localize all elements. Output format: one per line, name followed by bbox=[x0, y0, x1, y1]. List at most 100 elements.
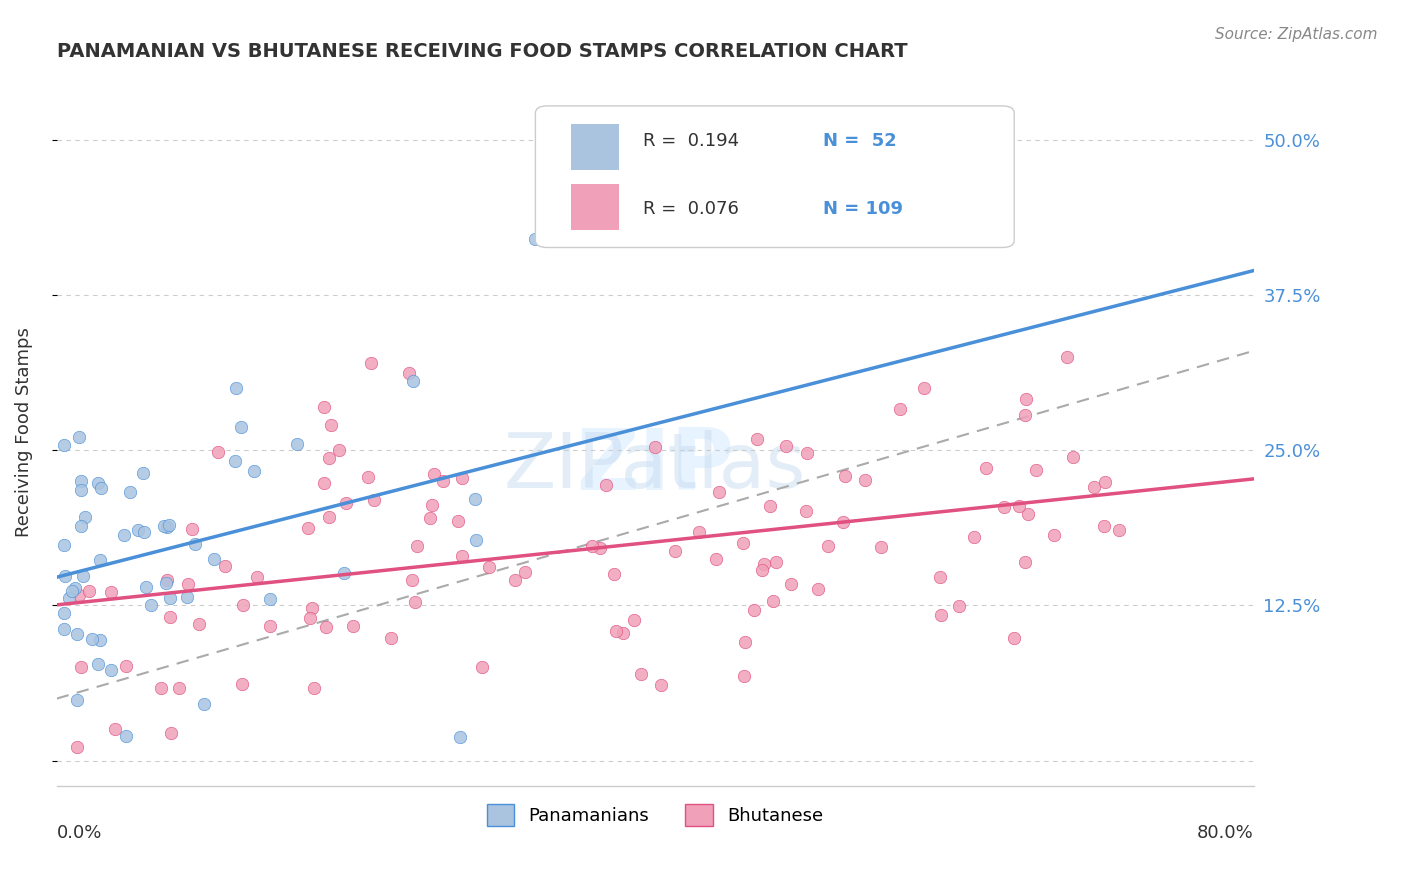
Panamanians bbox=[87, 475, 110, 490]
Bhutanese bbox=[100, 585, 122, 599]
Bhutanese bbox=[974, 460, 997, 475]
Bhutanese bbox=[380, 632, 402, 646]
Panamanians bbox=[141, 598, 163, 612]
Bhutanese bbox=[301, 601, 323, 615]
Bhutanese bbox=[589, 541, 612, 555]
Text: 0.0%: 0.0% bbox=[56, 824, 103, 842]
Bhutanese bbox=[149, 681, 172, 695]
Bhutanese bbox=[503, 573, 526, 587]
Bhutanese bbox=[1008, 499, 1031, 513]
Panamanians bbox=[449, 730, 471, 744]
Bhutanese bbox=[447, 514, 470, 528]
Bhutanese bbox=[169, 681, 191, 695]
Bhutanese bbox=[963, 530, 986, 544]
Bhutanese bbox=[733, 536, 755, 550]
Bhutanese bbox=[312, 401, 335, 415]
Bhutanese bbox=[432, 474, 454, 488]
Bhutanese bbox=[650, 678, 672, 692]
Bhutanese bbox=[630, 667, 652, 681]
Bhutanese bbox=[159, 610, 181, 624]
Bhutanese bbox=[644, 440, 666, 454]
Panamanians bbox=[53, 438, 76, 452]
Bhutanese bbox=[451, 471, 474, 485]
Panamanians bbox=[155, 576, 177, 591]
Bhutanese bbox=[298, 611, 321, 625]
Bhutanese bbox=[401, 573, 423, 587]
Panamanians bbox=[53, 538, 76, 552]
Bhutanese bbox=[707, 485, 730, 500]
Panamanians bbox=[243, 464, 266, 478]
Panamanians bbox=[259, 591, 281, 606]
Bhutanese bbox=[742, 603, 765, 617]
Bhutanese bbox=[733, 669, 755, 683]
Bhutanese bbox=[187, 617, 209, 632]
Bhutanese bbox=[315, 620, 337, 634]
Bhutanese bbox=[1062, 450, 1084, 465]
Bhutanese bbox=[605, 624, 627, 638]
Bhutanese bbox=[335, 496, 357, 510]
Text: N = 109: N = 109 bbox=[823, 200, 903, 218]
Panamanians bbox=[69, 474, 91, 488]
Bhutanese bbox=[928, 569, 950, 583]
Bhutanese bbox=[70, 660, 93, 674]
Bhutanese bbox=[751, 563, 773, 577]
Panamanians bbox=[153, 518, 176, 533]
Bhutanese bbox=[423, 467, 446, 481]
Bar bbox=[571, 184, 619, 230]
Bhutanese bbox=[948, 599, 970, 613]
Bhutanese bbox=[302, 681, 325, 695]
Panamanians bbox=[156, 520, 179, 534]
Bhutanese bbox=[419, 510, 441, 524]
Bhutanese bbox=[1002, 631, 1025, 645]
Bhutanese bbox=[67, 588, 90, 602]
Bhutanese bbox=[319, 417, 342, 432]
Panamanians bbox=[193, 697, 215, 711]
Bhutanese bbox=[929, 608, 952, 623]
Bhutanese bbox=[1083, 480, 1105, 494]
Text: ZIPatlas: ZIPatlas bbox=[503, 430, 806, 504]
Bhutanese bbox=[1017, 508, 1039, 522]
Bhutanese bbox=[451, 549, 474, 564]
Bhutanese bbox=[207, 444, 229, 458]
Bhutanese bbox=[232, 598, 254, 612]
Text: N =  52: N = 52 bbox=[823, 132, 897, 151]
Bhutanese bbox=[312, 476, 335, 491]
Bhutanese bbox=[478, 559, 501, 574]
Bhutanese bbox=[231, 677, 253, 691]
Bhutanese bbox=[259, 618, 281, 632]
Bhutanese bbox=[734, 634, 756, 648]
Bhutanese bbox=[834, 468, 856, 483]
Panamanians bbox=[333, 566, 356, 581]
Bhutanese bbox=[765, 555, 787, 569]
Panamanians bbox=[53, 606, 76, 620]
Bhutanese bbox=[363, 493, 385, 508]
Bhutanese bbox=[1025, 463, 1047, 477]
Bhutanese bbox=[328, 443, 350, 458]
Bhutanese bbox=[775, 439, 797, 453]
Bhutanese bbox=[246, 570, 269, 584]
Bhutanese bbox=[762, 594, 785, 608]
Bhutanese bbox=[796, 446, 818, 460]
Bhutanese bbox=[853, 474, 876, 488]
Bhutanese bbox=[1056, 351, 1078, 365]
Panamanians bbox=[70, 519, 93, 533]
Panamanians bbox=[132, 467, 155, 481]
Panamanians bbox=[225, 381, 247, 395]
Text: PANAMANIAN VS BHUTANESE RECEIVING FOOD STAMPS CORRELATION CHART: PANAMANIAN VS BHUTANESE RECEIVING FOOD S… bbox=[56, 42, 907, 61]
Bhutanese bbox=[360, 356, 382, 370]
Bhutanese bbox=[704, 552, 727, 566]
Panamanians bbox=[465, 533, 488, 548]
Panamanians bbox=[135, 580, 157, 594]
Panamanians bbox=[176, 590, 198, 604]
Bhutanese bbox=[318, 510, 340, 524]
Text: R =  0.076: R = 0.076 bbox=[643, 200, 740, 218]
Panamanians bbox=[224, 454, 246, 468]
Panamanians bbox=[202, 552, 225, 566]
Bhutanese bbox=[471, 660, 494, 674]
Panamanians bbox=[100, 663, 122, 677]
Panamanians bbox=[53, 622, 76, 636]
Bhutanese bbox=[1108, 524, 1130, 538]
Bhutanese bbox=[214, 558, 236, 573]
FancyBboxPatch shape bbox=[536, 106, 1014, 247]
Bhutanese bbox=[912, 381, 935, 395]
